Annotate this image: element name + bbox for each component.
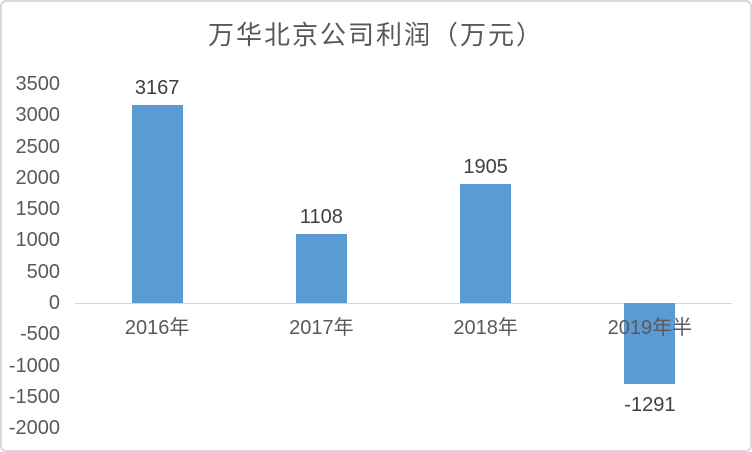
bar-2017年 bbox=[295, 233, 347, 303]
x-category-label: 2017年 bbox=[289, 317, 354, 339]
x-axis-line bbox=[75, 303, 732, 304]
bar-2019年半 bbox=[624, 303, 676, 384]
y-tick-label: 1000 bbox=[15, 229, 61, 252]
data-label: 1108 bbox=[299, 205, 343, 228]
y-tick-label: -500 bbox=[19, 323, 60, 346]
y-tick-label: 2500 bbox=[15, 135, 61, 158]
x-category-label: 2016年 bbox=[124, 317, 190, 339]
y-tick-label: 2000 bbox=[15, 166, 61, 189]
chart-title: 万华北京公司利润（万元） bbox=[207, 21, 544, 50]
x-category-label: 2019年半 bbox=[607, 317, 693, 339]
y-tick-label: -1500 bbox=[8, 385, 60, 408]
y-tick-label: 1500 bbox=[15, 198, 61, 221]
y-tick-label: 3500 bbox=[15, 73, 61, 95]
bar-2016年 bbox=[131, 104, 183, 303]
y-tick-label: 500 bbox=[26, 260, 60, 283]
x-category-label: 2018年 bbox=[453, 317, 518, 339]
bar-2018年 bbox=[460, 183, 512, 303]
y-tick-label: 0 bbox=[48, 292, 60, 314]
data-label: -1291 bbox=[624, 393, 676, 416]
y-tick-label: -1000 bbox=[8, 354, 60, 377]
y-tick-label: 3000 bbox=[15, 104, 61, 127]
data-label: 3167 bbox=[134, 76, 180, 99]
data-label: 1905 bbox=[463, 155, 508, 178]
y-tick-label: -2000 bbox=[8, 417, 60, 440]
